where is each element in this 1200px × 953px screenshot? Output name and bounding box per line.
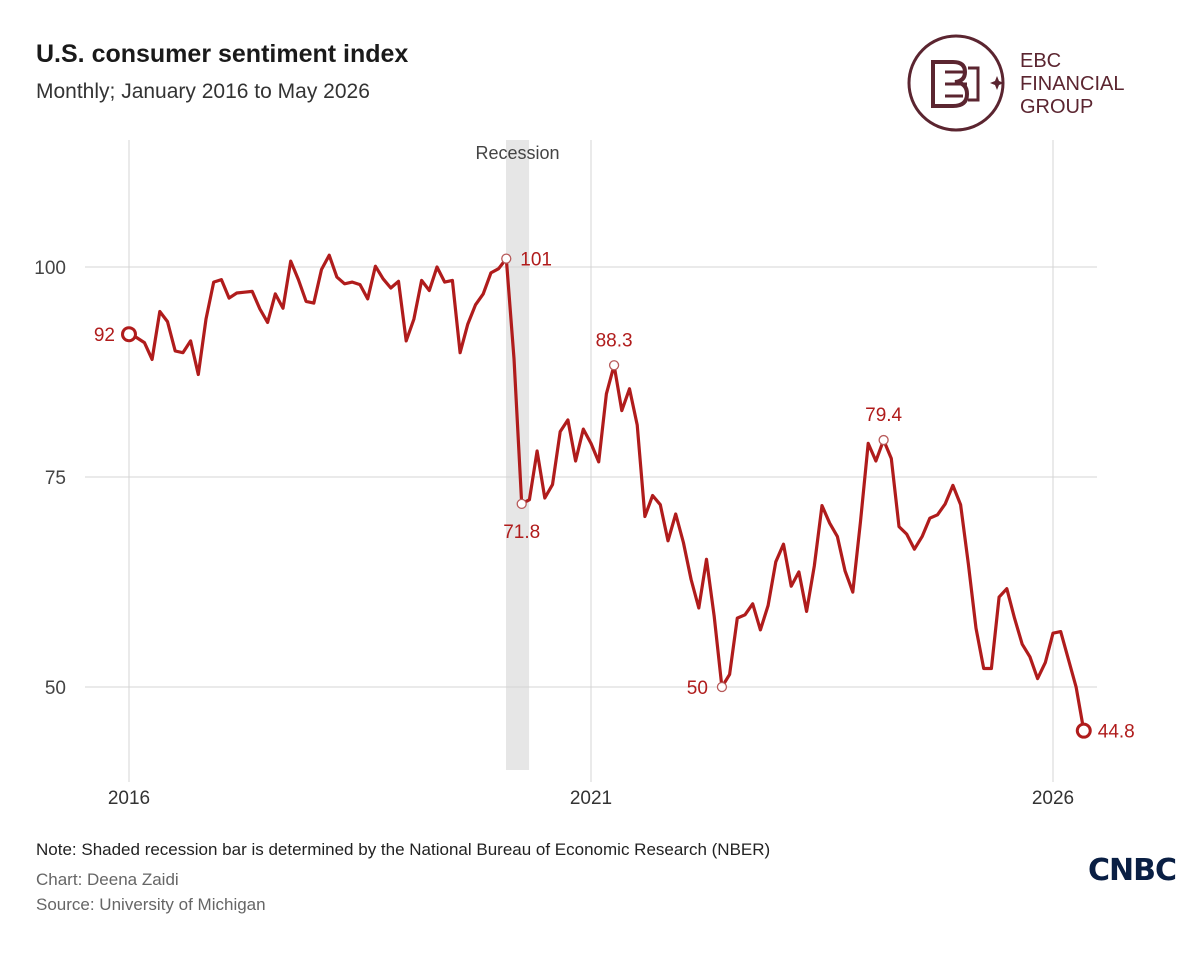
x-tick-label-2021: 2021 bbox=[570, 788, 612, 809]
data-label-88.3: 88.3 bbox=[596, 330, 633, 351]
data-label-71.8: 71.8 bbox=[503, 522, 540, 543]
chart-source: Source: University of Michigan bbox=[36, 895, 266, 914]
logo-text-line2: FINANCIAL bbox=[1020, 73, 1125, 95]
y-tick-label-75: 75 bbox=[45, 468, 66, 489]
logo-text-line3: GROUP bbox=[1020, 96, 1094, 118]
point-marker-92 bbox=[121, 326, 137, 343]
data-label-92: 92 bbox=[94, 325, 115, 346]
data-label-50: 50 bbox=[687, 678, 708, 699]
chart-title: U.S. consumer sentiment index bbox=[36, 40, 409, 68]
x-tick-label-2026: 2026 bbox=[1032, 788, 1074, 809]
chart-subtitle: Monthly; January 2016 to May 2026 bbox=[36, 80, 370, 103]
chart-credit: Chart: Deena Zaidi bbox=[36, 870, 179, 889]
point-marker-71.8 bbox=[516, 498, 527, 510]
point-marker-44.8 bbox=[1075, 722, 1092, 739]
recession-label: Recession bbox=[476, 143, 560, 163]
logo-text-line1: EBC bbox=[1020, 50, 1062, 72]
data-label-44.8: 44.8 bbox=[1098, 722, 1135, 743]
data-label-101: 101 bbox=[520, 250, 552, 271]
sentiment-series-line bbox=[127, 253, 1086, 733]
point-marker-88.3 bbox=[608, 360, 620, 371]
point-marker-101 bbox=[501, 253, 512, 264]
ebc-logo bbox=[905, 32, 1155, 136]
cnbc-logo: CNBC bbox=[1088, 853, 1177, 888]
point-marker-79.4 bbox=[878, 434, 889, 446]
x-tick-label-2016: 2016 bbox=[108, 788, 150, 809]
chart-note: Note: Shaded recession bar is determined… bbox=[36, 840, 771, 859]
ebc-emblem-icon bbox=[907, 34, 1005, 132]
sentiment-line-chart: Recession 50 75 100 2016 2021 2026 92 101 71.8 88.… bbox=[34, 140, 1135, 809]
y-tick-label-50: 50 bbox=[45, 678, 66, 699]
data-label-79.4: 79.4 bbox=[865, 405, 902, 426]
y-tick-label-100: 100 bbox=[34, 258, 66, 279]
point-marker-50 bbox=[716, 681, 728, 693]
